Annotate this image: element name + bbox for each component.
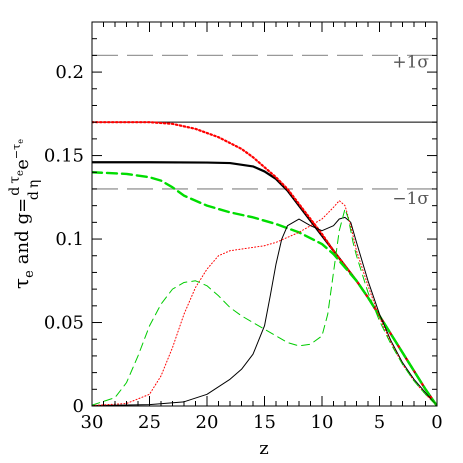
ylabel-exp-minus: − (10, 150, 23, 159)
x-tick-label: 30 (81, 412, 104, 433)
sigma-label-2: −1σ (392, 189, 429, 209)
y-tick-label: 0.2 (55, 62, 84, 83)
svg-text:τeandg=dτedηe−τe: τeandg=dτedηe−τe (7, 139, 42, 289)
x-tick-labels: 30 25 20 15 10 5 0 (81, 412, 443, 433)
ylabel-tau-top-sub: e (15, 170, 26, 176)
ylabel-d-top: d (7, 187, 23, 196)
annotations: +1σ −1σ (392, 52, 429, 209)
plot-frame (91, 21, 438, 407)
series-line-1 (92, 121, 437, 406)
ylabel-and: and (12, 230, 33, 264)
ylabel-tau-sub: e (22, 270, 37, 278)
x-tick-label: 25 (138, 412, 161, 433)
y-tick-labels: 0 0.05 0.1 0.15 0.2 (44, 62, 84, 417)
ticks-layer (91, 21, 438, 407)
series-line-5 (92, 208, 437, 406)
series-line-4 (92, 200, 437, 406)
ylabel-eq: = (12, 198, 33, 213)
y-axis-label: τeandg=dτedηe−τe (7, 139, 42, 289)
x-axis-label: z (259, 438, 268, 459)
y-tick-label: 0.15 (44, 146, 84, 167)
series-line-2 (92, 171, 437, 406)
y-tick-label: 0 (73, 396, 84, 417)
x-tick-label: 15 (253, 412, 276, 433)
x-tick-label: 10 (311, 412, 334, 433)
ylabel-e: e (12, 159, 33, 170)
ylabel-exp-sub: e (16, 139, 25, 144)
series-line-0 (92, 161, 437, 406)
y-tick-label: 0.05 (44, 313, 84, 334)
ylabel-tau-top: τ (7, 176, 23, 184)
x-tick-label: 5 (374, 412, 385, 433)
ylabel-exp-tau: τ (10, 144, 23, 150)
ylabel-d-bottom: d (26, 191, 42, 200)
series-layer (92, 121, 437, 406)
ylabel-g: g (12, 213, 33, 225)
y-tick-label: 0.1 (55, 229, 84, 250)
x-tick-label: 20 (196, 412, 219, 433)
series-line-3 (92, 216, 437, 406)
ylabel-tau: τ (9, 278, 33, 289)
ylabel-eta: η (26, 180, 42, 188)
x-tick-label: 0 (431, 412, 442, 433)
sigma-label-1: +1σ (392, 52, 429, 72)
